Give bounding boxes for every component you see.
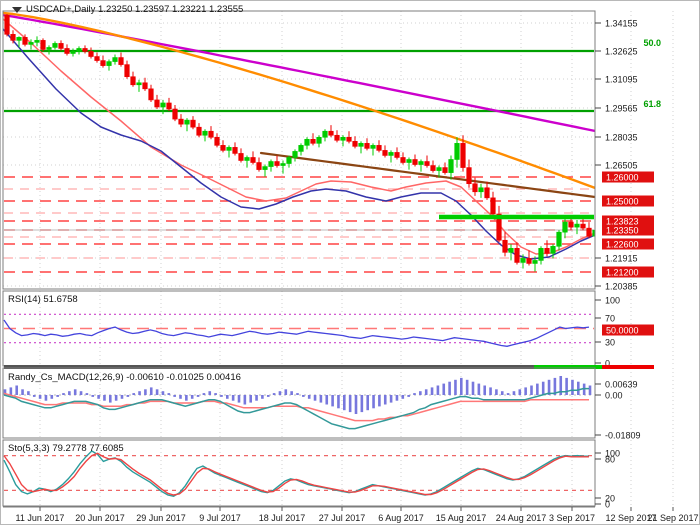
svg-text:61.8: 61.8: [643, 99, 661, 109]
rsi-gridlines: [39, 291, 674, 366]
date-tick-label: 3 Sep 2017: [549, 513, 595, 523]
date-tick-label: 21 Sep 2017: [647, 513, 698, 523]
svg-text:1.23350: 1.23350: [606, 225, 639, 235]
svg-text:1.32625: 1.32625: [605, 46, 638, 56]
date-tick-label: 24 Aug 2017: [496, 513, 547, 523]
date-tick-label: 12 Sep 2017: [605, 513, 656, 523]
date-tick-label: 11 Jun 2017: [16, 513, 65, 523]
macd-status-bar: [4, 365, 654, 369]
date-tick-label: 27 Jul 2017: [319, 513, 366, 523]
macd-pane-border: [2, 367, 596, 439]
svg-text:1.28035: 1.28035: [605, 132, 638, 142]
date-tick-label: 6 Aug 2017: [378, 513, 424, 523]
stochastic-gridlines: [39, 440, 674, 506]
svg-text:0.00639: 0.00639: [605, 379, 638, 389]
moving-average-lines: [3, 11, 595, 260]
svg-text:1.26000: 1.26000: [606, 172, 639, 182]
svg-text:-0.01809: -0.01809: [605, 430, 641, 440]
stochastic-indicator-label: Sto(5,3,3) 79.2778 77.6085: [8, 443, 124, 454]
date-tick-label: 20 Jun 2017: [75, 513, 125, 523]
rsi-pane[interactable]: 100 70 50.0000 30 0: [2, 290, 674, 368]
price-pane-border: [2, 10, 596, 290]
svg-text:0.00: 0.00: [605, 390, 623, 400]
price-axis-ticks: 1.34155 1.32625 1.31095 1.29565 1.28035 1.265…: [595, 18, 638, 291]
symbol-ohlc-label: USDCAD+,Daily 1.23250 1.23597 1.23221 1.…: [26, 4, 243, 15]
rsi-axis-ticks: 100 70 50.0000 30 0: [595, 295, 654, 368]
svg-text:1.34155: 1.34155: [605, 18, 638, 28]
svg-text:0: 0: [605, 499, 610, 509]
svg-text:20: 20: [605, 493, 615, 503]
rsi-bands: [4, 313, 594, 344]
date-tick-label: 15 Aug 2017: [436, 513, 487, 523]
stochastic-pane-border: [2, 439, 596, 507]
price-level-lines: [4, 176, 594, 273]
date-tick-label: 18 Jul 2017: [259, 513, 306, 523]
svg-text:1.31095: 1.31095: [605, 74, 638, 84]
candlestick-series[interactable]: [4, 14, 616, 272]
svg-text:1.26505: 1.26505: [605, 160, 638, 170]
macd-indicator-label: Randy_Cs_MACD(12,26,9) -0.00610 -0.01025…: [8, 372, 241, 383]
svg-text:1.22600: 1.22600: [606, 239, 639, 249]
chart-dropdown-icon[interactable]: [12, 7, 22, 13]
date-tick-label: 29 Jun 2017: [136, 513, 186, 523]
svg-text:1.23823: 1.23823: [606, 216, 639, 226]
fibonacci-labels: 50.0 61.8: [643, 38, 661, 109]
svg-text:1.21915: 1.21915: [605, 253, 638, 263]
macd-histogram: [3, 376, 592, 414]
svg-text:1.20385: 1.20385: [605, 281, 638, 291]
svg-text:100: 100: [605, 448, 620, 458]
stochastic-curves: [3, 450, 589, 497]
svg-text:100: 100: [605, 295, 620, 305]
symbol-header: USDCAD+,Daily 1.23250 1.23597 1.23221 1.…: [12, 4, 243, 15]
price-pane[interactable]: 1.34155 1.32625 1.31095 1.29565 1.28035 1.265…: [2, 10, 674, 291]
svg-text:80: 80: [605, 454, 615, 464]
date-tick-label: 9 Jul 2017: [199, 513, 241, 523]
macd-lines: [3, 387, 589, 430]
svg-text:1.29565: 1.29565: [605, 103, 638, 113]
svg-text:0: 0: [605, 358, 610, 368]
date-axis: 11 Jun 2017 20 Jun 2017 29 Jun 2017 9 Jul 2…: [3, 506, 699, 523]
svg-text:50.0000: 50.0000: [606, 325, 639, 335]
svg-text:1.21200: 1.21200: [606, 267, 639, 277]
svg-text:30: 30: [605, 337, 615, 347]
svg-text:70: 70: [605, 313, 615, 323]
rsi-curve: [3, 319, 590, 347]
svg-text:50.0: 50.0: [643, 38, 661, 48]
svg-text:1.25000: 1.25000: [606, 196, 639, 206]
rsi-indicator-label: RSI(14) 51.6758: [8, 294, 78, 305]
